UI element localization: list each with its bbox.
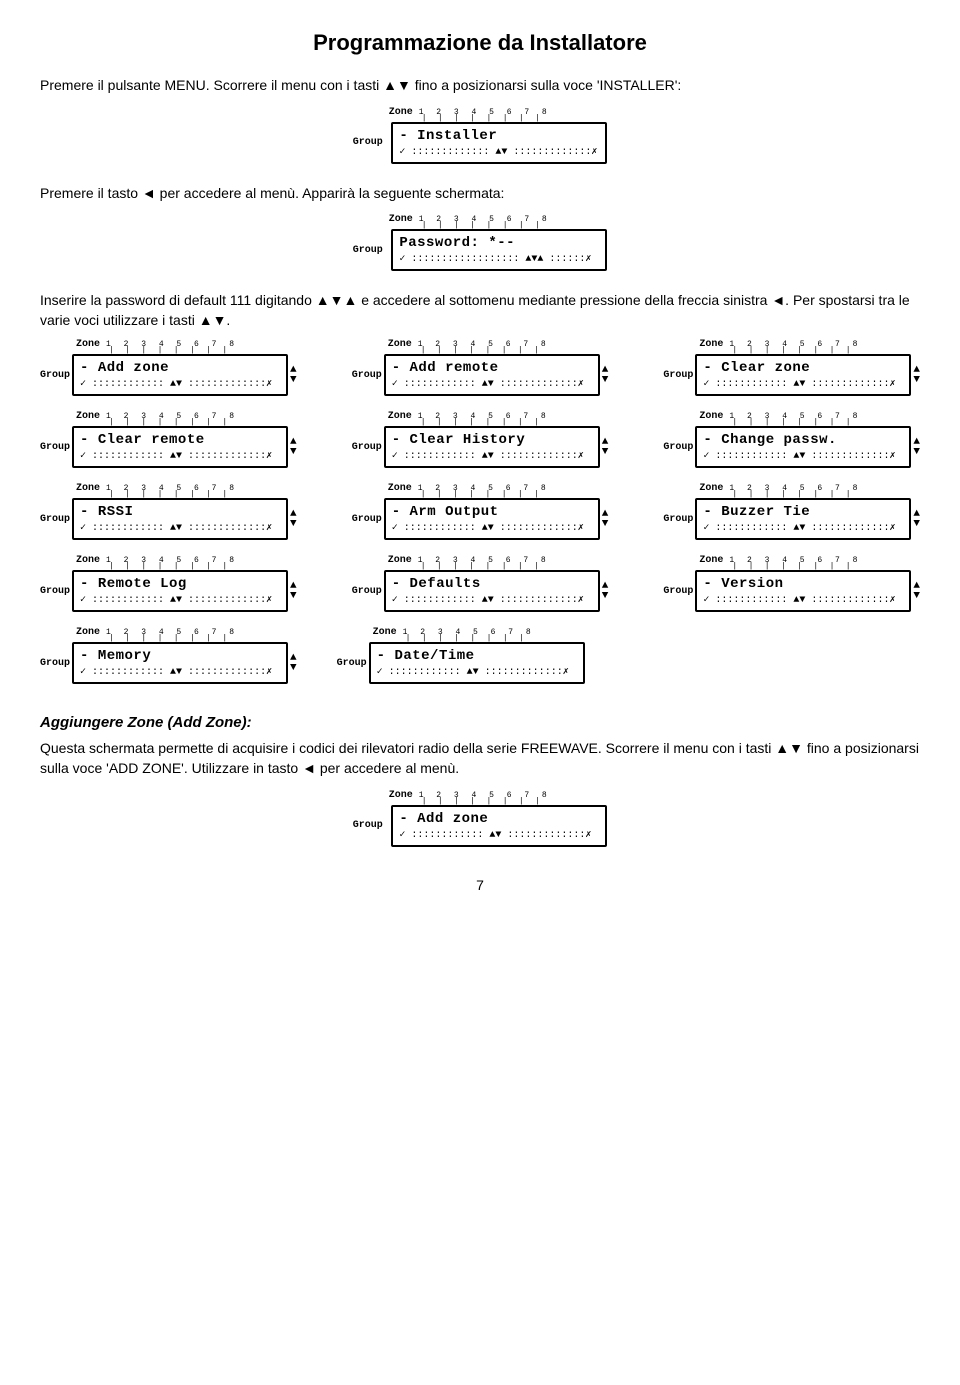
paragraph-4: Questa schermata permette di acquisire i…	[40, 739, 920, 778]
paragraph-1: Premere il pulsante MENU. Scorrere il me…	[40, 76, 920, 96]
lcd-clear-history: Zone1 2 3 4 5 6 7 8 | | | | | | | | Grou…	[352, 410, 609, 468]
lcd-change-passw: Zone1 2 3 4 5 6 7 8 | | | | | | | | Grou…	[663, 410, 920, 468]
group-label: Group	[353, 137, 383, 148]
paragraph-2: Premere il tasto ◄ per accedere al menù.…	[40, 184, 920, 204]
lcd-clear-remote: Zone1 2 3 4 5 6 7 8 | | | | | | | | Grou…	[40, 410, 297, 468]
lcd-remote-log: Zone1 2 3 4 5 6 7 8 | | | | | | | | Grou…	[40, 554, 297, 612]
lcd-line2: ✓ ::::::::::::: ▲▼ :::::::::::::✗	[399, 146, 599, 158]
nav-arrows: ▲▼	[290, 365, 297, 385]
lcd-datetime: Zone1 2 3 4 5 6 7 8 | | | | | | | | Grou…	[337, 626, 585, 684]
lcd-buzzer-tie: Zone1 2 3 4 5 6 7 8 | | | | | | | | Grou…	[663, 482, 920, 540]
lcd-add-remote: Zone1 2 3 4 5 6 7 8 | | | | | | | | Grou…	[352, 338, 609, 396]
lcd-line1: - Installer	[399, 128, 599, 144]
menu-row-1: Zone1 2 3 4 5 6 7 8 | | | | | | | | Grou…	[40, 338, 920, 396]
lcd-version: Zone1 2 3 4 5 6 7 8 | | | | | | | | Grou…	[663, 554, 920, 612]
zone-label: Zone	[389, 107, 413, 118]
lcd-password: Zone1 2 3 4 5 6 7 8 | | | | | | | | Grou…	[40, 213, 920, 271]
menu-row-3: Zone1 2 3 4 5 6 7 8 | | | | | | | | Grou…	[40, 482, 920, 540]
lcd-add-zone: Zone1 2 3 4 5 6 7 8 | | | | | | | | Grou…	[40, 338, 297, 396]
menu-row-5: Zone1 2 3 4 5 6 7 8 | | | | | | | | Grou…	[40, 626, 920, 684]
lcd-memory: Zone1 2 3 4 5 6 7 8 | | | | | | | | Grou…	[40, 626, 297, 684]
lcd-installer: Zone1 2 3 4 5 6 7 8 | | | | | | | | Grou…	[40, 106, 920, 164]
menu-row-4: Zone1 2 3 4 5 6 7 8 | | | | | | | | Grou…	[40, 554, 920, 612]
subheading-add-zone: Aggiungere Zone (Add Zone):	[40, 714, 920, 731]
menu-row-2: Zone1 2 3 4 5 6 7 8 | | | | | | | | Grou…	[40, 410, 920, 468]
paragraph-3: Inserire la password di default 111 digi…	[40, 291, 920, 330]
page-number: 7	[40, 877, 920, 893]
lcd-arm-output: Zone1 2 3 4 5 6 7 8 | | | | | | | | Grou…	[352, 482, 609, 540]
page-title: Programmazione da Installatore	[40, 30, 920, 56]
lcd-screen: - Installer ✓ ::::::::::::: ▲▼ :::::::::…	[391, 122, 607, 164]
lcd-defaults: Zone1 2 3 4 5 6 7 8 | | | | | | | | Grou…	[352, 554, 609, 612]
lcd-rssi: Zone1 2 3 4 5 6 7 8 | | | | | | | | Grou…	[40, 482, 297, 540]
lcd-clear-zone: Zone1 2 3 4 5 6 7 8 | | | | | | | | Grou…	[663, 338, 920, 396]
lcd-add-zone-2: Zone1 2 3 4 5 6 7 8 | | | | | | | | Grou…	[40, 789, 920, 847]
